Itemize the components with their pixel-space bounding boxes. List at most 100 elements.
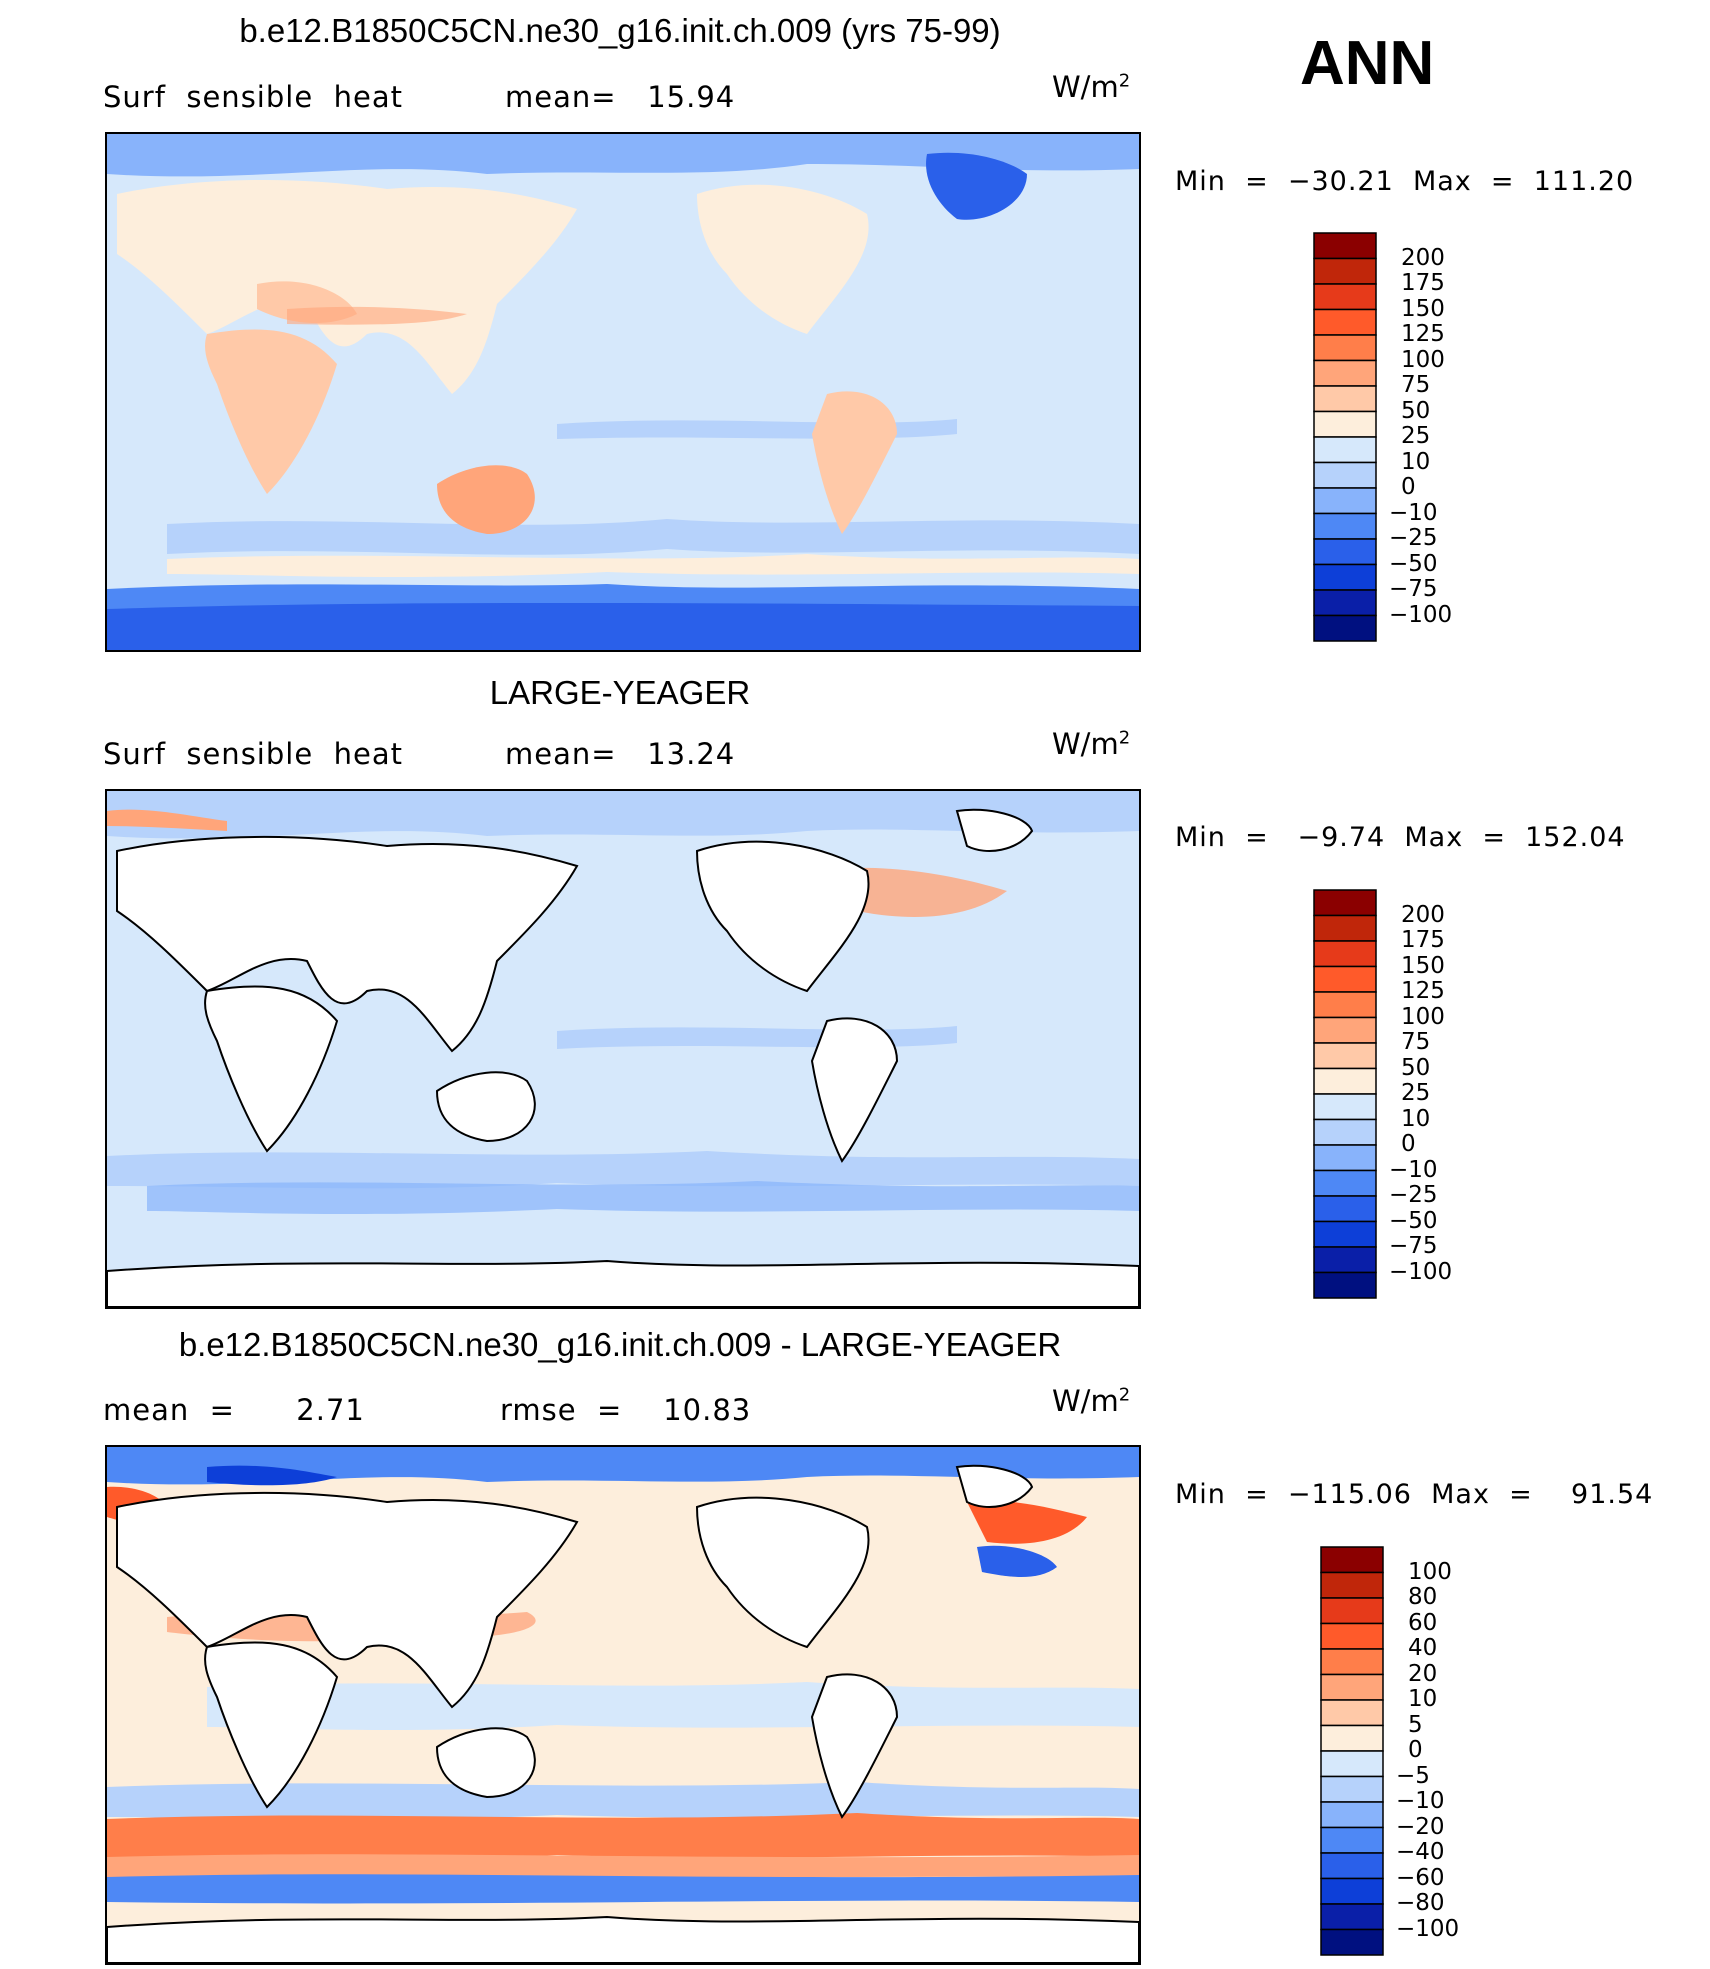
colorbar-swatch: [1320, 1750, 1384, 1778]
colorbar-tick-label: −75: [1389, 576, 1438, 602]
colorbar-tick-label: 20: [1408, 1660, 1438, 1687]
colorbar-tick-label: 200: [1401, 244, 1445, 271]
panel-1-map: [105, 132, 1141, 652]
colorbar-swatch: [1313, 385, 1377, 413]
colorbar-swatch: [1313, 257, 1377, 285]
colorbar-tick-label: −5: [1396, 1762, 1430, 1789]
colorbar-tick-label: 100: [1401, 1003, 1445, 1030]
colorbar-swatch: [1313, 1271, 1377, 1299]
panel-2-units: W/m2: [1052, 727, 1131, 761]
colorbar-tick-label: 175: [1401, 270, 1445, 296]
colorbar-tick-label: −100: [1389, 601, 1453, 628]
colorbar-swatch: [1320, 1724, 1384, 1752]
season-label: ANN: [1300, 29, 1435, 98]
colorbar-tick-label: −60: [1396, 1864, 1445, 1891]
colorbar-tick-label: −10: [1389, 1156, 1438, 1183]
colorbar-swatch: [1313, 1246, 1377, 1274]
colorbar-swatch: [1313, 914, 1377, 942]
panel-2-map: [105, 789, 1141, 1309]
colorbar-tick-label: 75: [1401, 372, 1431, 398]
colorbar-swatch: [1313, 589, 1377, 617]
colorbar-swatch: [1313, 991, 1377, 1019]
colorbar-swatch: [1313, 614, 1377, 642]
colorbar-swatch: [1320, 1928, 1384, 1956]
colorbar-swatch: [1313, 1067, 1377, 1095]
colorbar-tick-label: 50: [1401, 1054, 1431, 1081]
panel-1-variable-label: Surf sensible heat: [103, 80, 403, 114]
colorbar-tick-label: 80: [1408, 1584, 1438, 1610]
colorbar-swatch: [1313, 940, 1377, 968]
colorbar-tick-label: −20: [1396, 1813, 1445, 1840]
panel-3-minmax: Min = −115.06 Max = 91.54: [1175, 1479, 1654, 1510]
colorbar-tick-label: 60: [1408, 1609, 1438, 1636]
colorbar-swatch: [1313, 359, 1377, 387]
panel-2-title: LARGE-YEAGER: [489, 674, 751, 711]
colorbar-swatch: [1313, 461, 1377, 489]
colorbar-tick-label: 175: [1401, 927, 1445, 953]
colorbar-tick-label: 125: [1401, 321, 1445, 347]
colorbar-tick-label: 200: [1401, 901, 1445, 928]
panel-2-mean: mean= 13.24: [505, 737, 736, 771]
colorbar-tick-label: −25: [1389, 525, 1438, 551]
colorbar-swatch: [1320, 1699, 1384, 1727]
colorbar-swatch: [1313, 512, 1377, 540]
colorbar-swatch: [1320, 1597, 1384, 1625]
colorbar-tick-label: 100: [1408, 1558, 1452, 1585]
colorbar-tick-label: 0: [1408, 1737, 1423, 1763]
colorbar-tick-label: 25: [1401, 423, 1431, 449]
colorbar-swatch: [1313, 1220, 1377, 1248]
colorbar-swatch: [1313, 1118, 1377, 1146]
colorbar-swatch: [1313, 308, 1377, 336]
panel-2-minmax: Min = −9.74 Max = 152.04: [1175, 822, 1626, 853]
panel-1-title: b.e12.B1850C5CN.ne30_g16.init.ch.009 (yr…: [239, 12, 1001, 49]
colorbar-swatch: [1313, 538, 1377, 566]
colorbar-swatch: [1320, 1775, 1384, 1803]
colorbar-swatch: [1313, 1144, 1377, 1172]
colorbar-swatch: [1313, 889, 1377, 917]
colorbar-tick-label: 150: [1401, 952, 1445, 979]
colorbar-swatch: [1313, 965, 1377, 993]
colorbar-tick-label: 125: [1401, 978, 1445, 1004]
colorbar-boxes: [1313, 232, 1377, 642]
colorbar-tick-label: 5: [1408, 1711, 1423, 1738]
colorbar-swatch: [1313, 563, 1377, 591]
colorbar-tick-label: 0: [1401, 1131, 1416, 1157]
colorbar-tick-label: −10: [1396, 1788, 1445, 1814]
panel-3-rmse: rmse = 10.83: [500, 1393, 752, 1427]
panel-1-units: W/m2: [1052, 70, 1131, 104]
colorbar-tick-label: −100: [1396, 1915, 1460, 1942]
colorbar-tick-label: 150: [1401, 295, 1445, 322]
colorbar-swatch: [1313, 487, 1377, 515]
colorbar-swatch: [1313, 1169, 1377, 1197]
panel-2-variable-label: Surf sensible heat: [103, 737, 403, 771]
colorbar-swatch: [1313, 283, 1377, 311]
colorbar-swatch: [1320, 1877, 1384, 1905]
colorbar-boxes: [1313, 889, 1377, 1299]
colorbar-tick-label: −80: [1396, 1890, 1445, 1916]
colorbar-swatch: [1313, 1093, 1377, 1121]
colorbar-tick-label: −100: [1389, 1258, 1453, 1285]
colorbar-tick-label: 0: [1401, 474, 1416, 500]
panel-1-minmax: Min = −30.21 Max = 111.20: [1175, 166, 1635, 197]
colorbar-swatch: [1320, 1622, 1384, 1650]
panel-3-units: W/m2: [1052, 1384, 1131, 1418]
colorbar-boxes: [1320, 1546, 1384, 1956]
colorbar-tick-label: −10: [1389, 499, 1438, 526]
colorbar-tick-label: 25: [1401, 1080, 1431, 1106]
colorbar-swatch: [1313, 1042, 1377, 1070]
colorbar-swatch: [1313, 232, 1377, 260]
panel-3-map: [105, 1445, 1141, 1965]
colorbar-tick-label: 10: [1408, 1686, 1438, 1712]
colorbar-swatch: [1313, 334, 1377, 362]
colorbar-swatch: [1313, 1016, 1377, 1044]
panel-1-mean: mean= 15.94: [505, 80, 736, 114]
colorbar-tick-label: 75: [1401, 1029, 1431, 1055]
colorbar-tick-label: −40: [1396, 1839, 1445, 1865]
colorbar-swatch: [1320, 1852, 1384, 1880]
colorbar-tick-label: −50: [1389, 1207, 1438, 1234]
colorbar-tick-label: −25: [1389, 1182, 1438, 1208]
colorbar-tick-label: 50: [1401, 397, 1431, 424]
colorbar-swatch: [1320, 1801, 1384, 1829]
colorbar-swatch: [1320, 1648, 1384, 1676]
colorbar-swatch: [1320, 1903, 1384, 1931]
